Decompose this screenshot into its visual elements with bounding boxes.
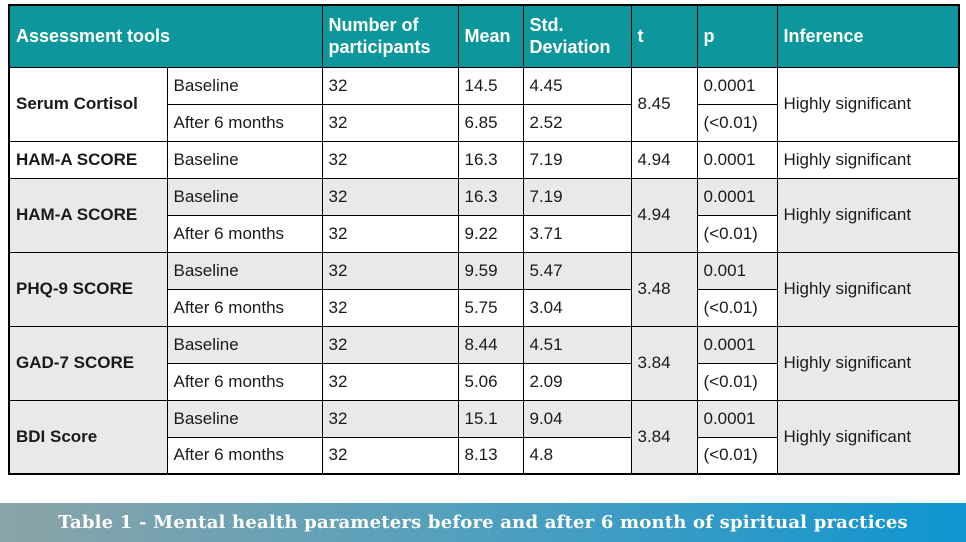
p-value-cell: (<0.01): [696, 436, 778, 475]
mean-cell: 5.75: [457, 288, 524, 327]
stats-table: Assessment tools Number of participants …: [8, 4, 960, 475]
period-cell: After 6 months: [166, 362, 323, 401]
inference-cell: Highly significant: [776, 399, 960, 475]
tool-name-cell: HAM-A SCORE: [8, 140, 168, 179]
sd-cell: 2.09: [522, 362, 632, 401]
tool-name-cell: HAM-A SCORE: [8, 177, 168, 253]
col-header-mean: Mean: [457, 4, 524, 68]
col-header-p: p: [696, 4, 778, 68]
period-cell: After 6 months: [166, 103, 323, 142]
table-row: After 6 months 32 6.85 2.52 (<0.01): [9, 103, 959, 142]
t-cell: 8.45: [630, 66, 698, 142]
participants-cell: 32: [321, 177, 459, 216]
mean-cell: 16.3: [457, 177, 524, 216]
period-cell: Baseline: [166, 177, 323, 216]
mean-cell: 15.1: [457, 399, 524, 438]
period-cell: Baseline: [166, 325, 323, 364]
p-value-cell: (<0.01): [696, 103, 778, 142]
col-header-assessment-tools: Assessment tools: [8, 4, 323, 68]
t-cell: 4.94: [630, 177, 698, 253]
p-value-cell: 0.0001: [696, 66, 778, 105]
period-cell: Baseline: [166, 140, 323, 179]
p-value-cell: 0.0001: [696, 177, 778, 216]
sd-cell: 9.04: [522, 399, 632, 438]
period-cell: Baseline: [166, 66, 323, 105]
col-header-t: t: [630, 4, 698, 68]
period-cell: Baseline: [166, 399, 323, 438]
p-value-cell: (<0.01): [696, 288, 778, 327]
participants-cell: 32: [321, 214, 459, 253]
tool-name-cell: GAD-7 SCORE: [8, 325, 168, 401]
inference-cell: Highly significant: [776, 251, 960, 327]
table-row: After 6 months 32 8.13 4.8 (<0.01): [9, 436, 959, 475]
table-row: HAM-A SCORE Baseline 32 16.3 7.19 4.94 0…: [8, 177, 960, 253]
sd-cell: 2.52: [522, 103, 632, 142]
tool-name-cell: Serum Cortisol: [8, 66, 168, 142]
p-value-cell: 0.0001: [696, 140, 778, 179]
sd-cell: 7.19: [522, 140, 632, 179]
participants-cell: 32: [321, 140, 459, 179]
stats-table-container: Assessment tools Number of participants …: [8, 4, 960, 475]
participants-cell: 32: [321, 436, 459, 475]
period-cell: After 6 months: [166, 436, 323, 475]
participants-cell: 32: [321, 325, 459, 364]
tool-name-cell: PHQ-9 SCORE: [8, 251, 168, 327]
mean-cell: 14.5: [457, 66, 524, 105]
table-row: HAM-A SCORE Baseline 32 16.3 7.19 4.94 0…: [8, 140, 960, 179]
mean-cell: 6.85: [457, 103, 524, 142]
header-row: Assessment tools Number of participants …: [8, 4, 960, 68]
table-caption: Table 1 - Mental health parameters befor…: [58, 512, 908, 533]
col-header-inference: Inference: [776, 4, 960, 68]
mean-cell: 8.44: [457, 325, 524, 364]
t-cell: 4.94: [630, 140, 698, 179]
p-value-cell: (<0.01): [696, 362, 778, 401]
participants-cell: 32: [321, 66, 459, 105]
table-row: After 6 months 32 5.06 2.09 (<0.01): [9, 362, 959, 401]
sd-cell: 4.51: [522, 325, 632, 364]
inference-cell: Highly significant: [776, 140, 960, 179]
sd-cell: 4.45: [522, 66, 632, 105]
col-header-participants: Number of participants: [321, 4, 459, 68]
table-row: Serum Cortisol Baseline 32 14.5 4.45 8.4…: [8, 66, 960, 142]
participants-cell: 32: [321, 288, 459, 327]
mean-cell: 9.59: [457, 251, 524, 290]
table-row: After 6 months 32 9.22 3.71 (<0.01): [9, 214, 959, 253]
p-value-cell: (<0.01): [696, 214, 778, 253]
inference-cell: Highly significant: [776, 177, 960, 253]
participants-cell: 32: [321, 362, 459, 401]
table-row: BDI Score Baseline 32 15.1 9.04 3.84 0.0…: [8, 399, 960, 475]
inference-cell: Highly significant: [776, 325, 960, 401]
inference-cell: Highly significant: [776, 66, 960, 142]
participants-cell: 32: [321, 251, 459, 290]
p-value-cell: 0.0001: [696, 399, 778, 438]
col-header-std-deviation: Std. Deviation: [522, 4, 632, 68]
mean-cell: 16.3: [457, 140, 524, 179]
t-cell: 3.84: [630, 399, 698, 475]
mean-cell: 9.22: [457, 214, 524, 253]
period-cell: Baseline: [166, 251, 323, 290]
p-value-cell: 0.001: [696, 251, 778, 290]
sd-cell: 4.8: [522, 436, 632, 475]
p-value-cell: 0.0001: [696, 325, 778, 364]
t-cell: 3.84: [630, 325, 698, 401]
sd-cell: 3.71: [522, 214, 632, 253]
sd-cell: 5.47: [522, 251, 632, 290]
table-row: GAD-7 SCORE Baseline 32 8.44 4.51 3.84 0…: [8, 325, 960, 401]
tool-name-cell: BDI Score: [8, 399, 168, 475]
table-row: PHQ-9 SCORE Baseline 32 9.59 5.47 3.48 0…: [8, 251, 960, 327]
table-row: After 6 months 32 5.75 3.04 (<0.01): [9, 288, 959, 327]
mean-cell: 8.13: [457, 436, 524, 475]
period-cell: After 6 months: [166, 288, 323, 327]
participants-cell: 32: [321, 399, 459, 438]
period-cell: After 6 months: [166, 214, 323, 253]
sd-cell: 3.04: [522, 288, 632, 327]
table-caption-bar: Table 1 - Mental health parameters befor…: [0, 503, 966, 542]
mean-cell: 5.06: [457, 362, 524, 401]
t-cell: 3.48: [630, 251, 698, 327]
participants-cell: 32: [321, 103, 459, 142]
sd-cell: 7.19: [522, 177, 632, 216]
